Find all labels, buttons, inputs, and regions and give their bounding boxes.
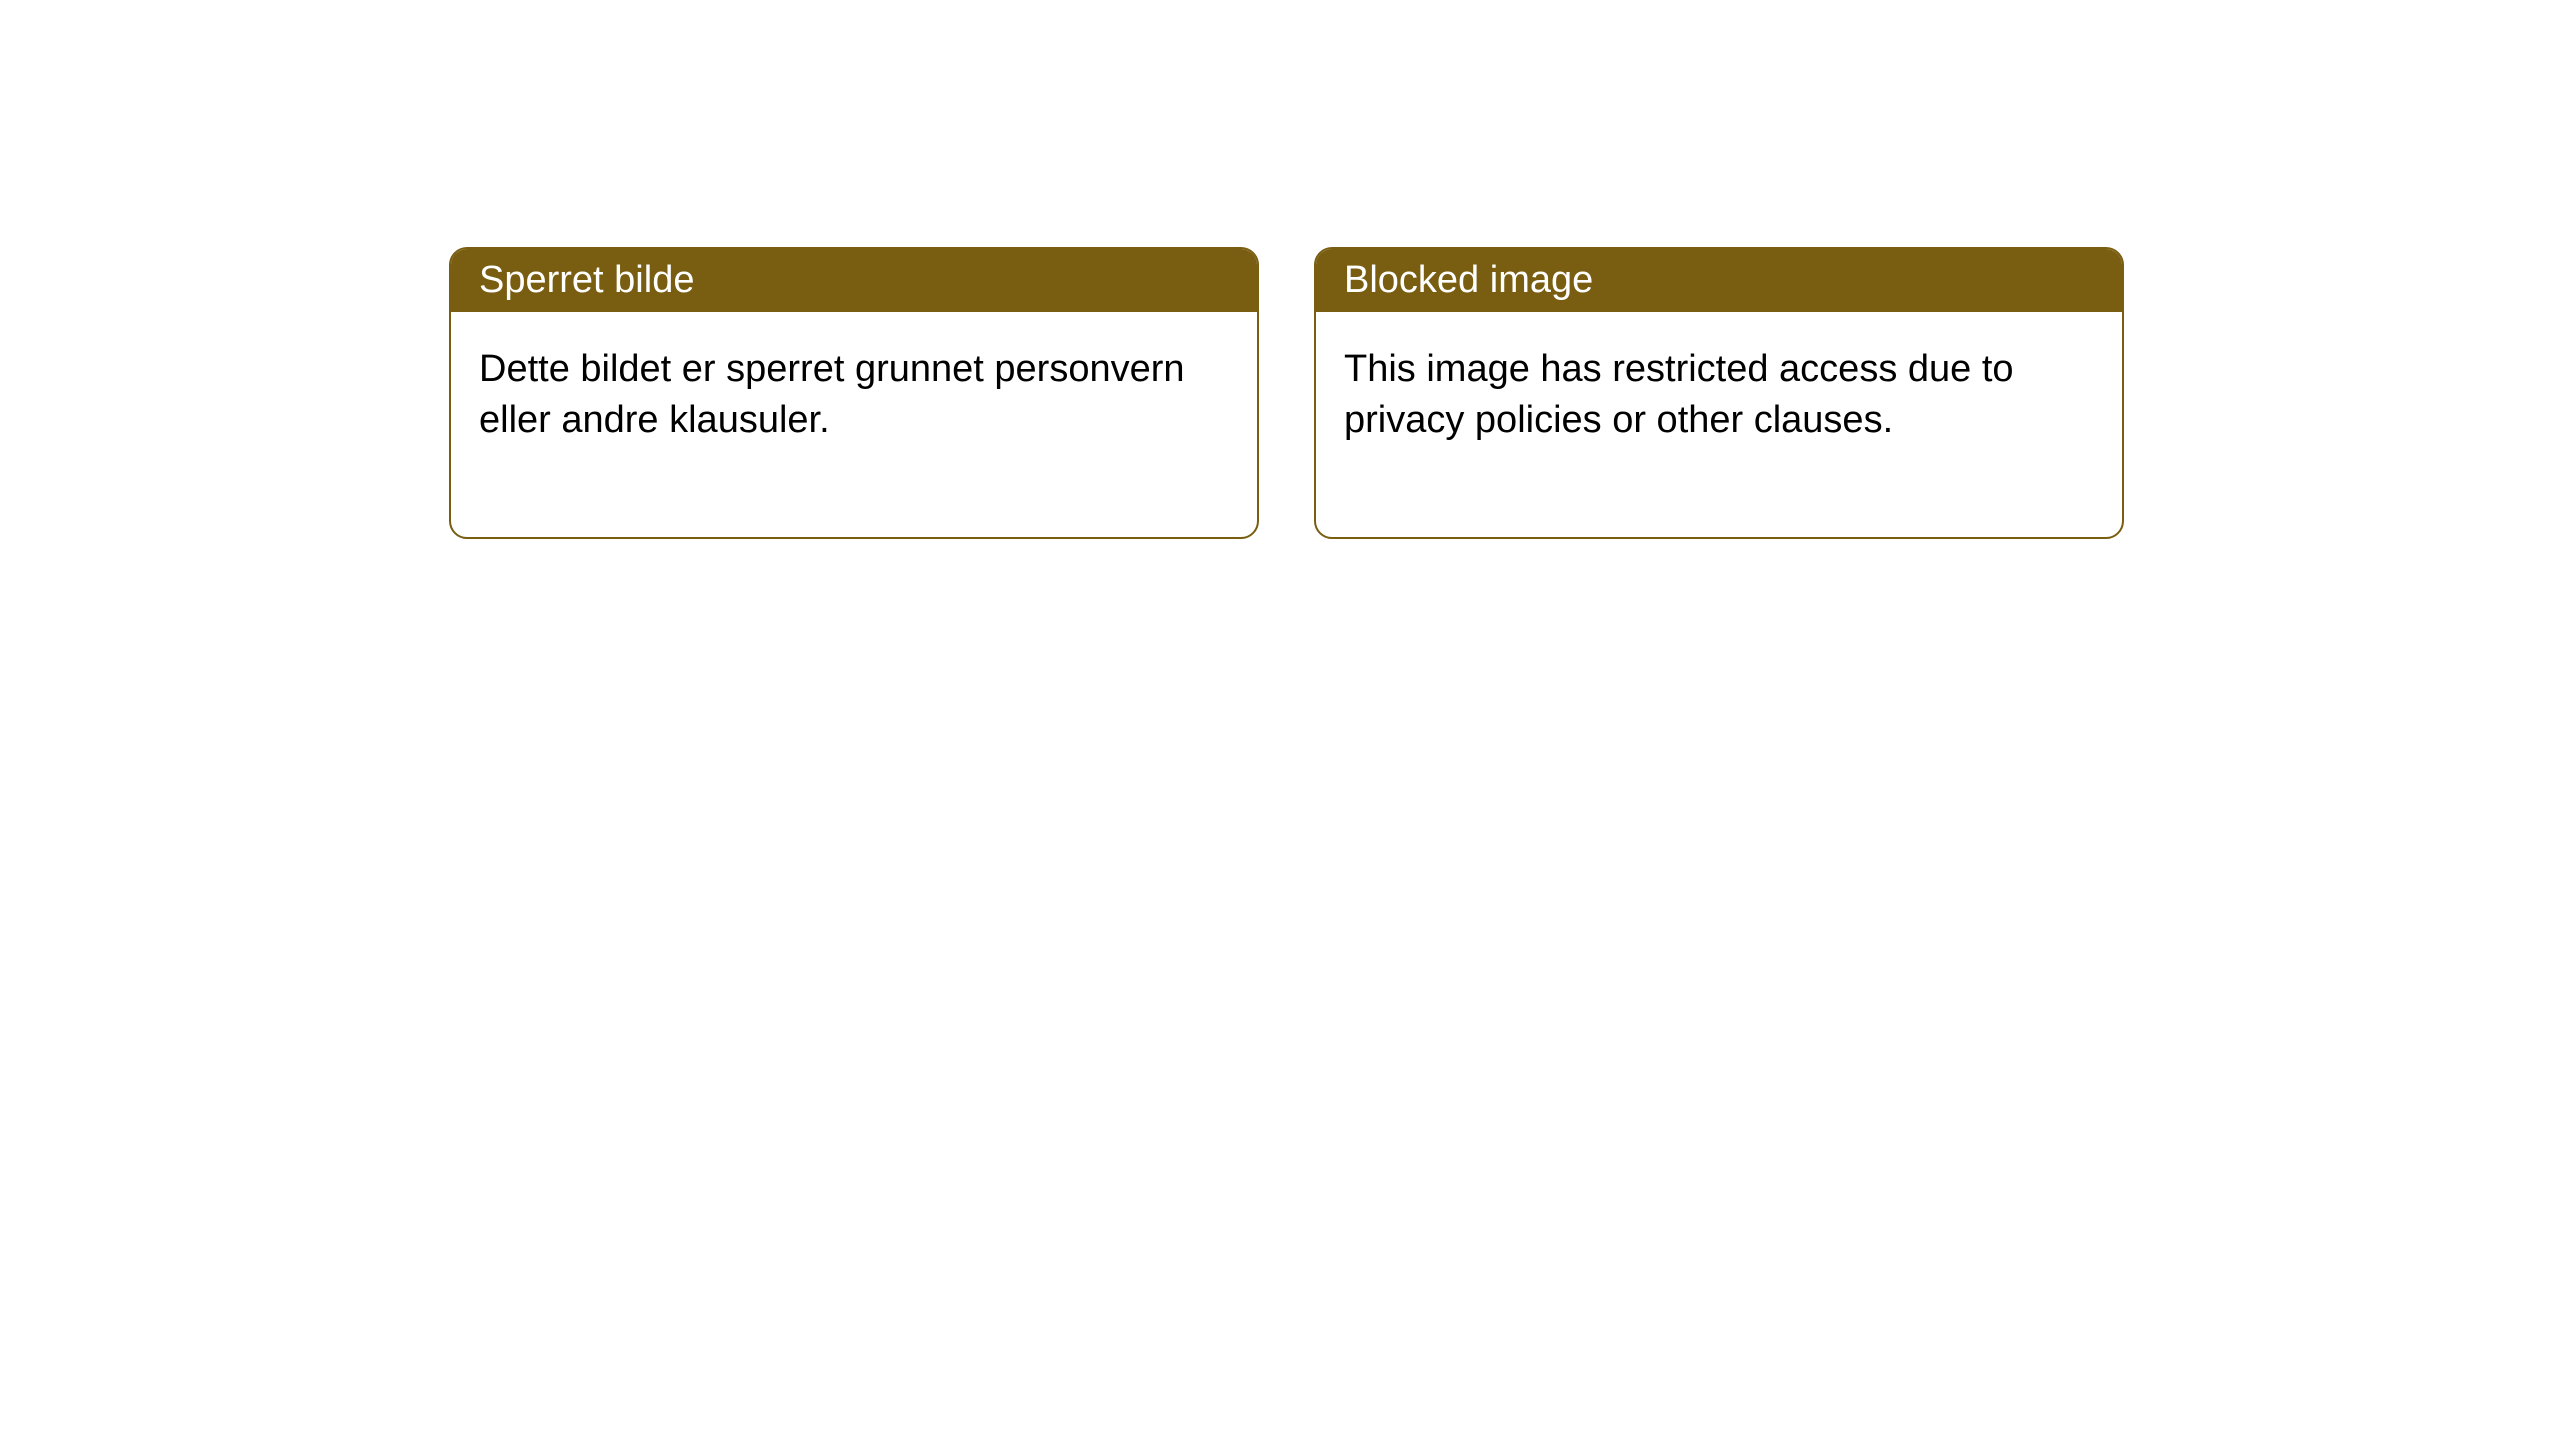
card-body-text: This image has restricted access due to … [1344,348,2014,441]
card-header: Blocked image [1316,249,2122,312]
card-title: Blocked image [1344,259,1593,301]
card-body: Dette bildet er sperret grunnet personve… [451,312,1257,537]
blocked-image-cards: Sperret bilde Dette bildet er sperret gr… [449,247,2124,539]
card-body-text: Dette bildet er sperret grunnet personve… [479,348,1185,441]
notice-card-english: Blocked image This image has restricted … [1314,247,2124,539]
card-body: This image has restricted access due to … [1316,312,2122,537]
card-header: Sperret bilde [451,249,1257,312]
notice-card-norwegian: Sperret bilde Dette bildet er sperret gr… [449,247,1259,539]
card-title: Sperret bilde [479,259,694,301]
